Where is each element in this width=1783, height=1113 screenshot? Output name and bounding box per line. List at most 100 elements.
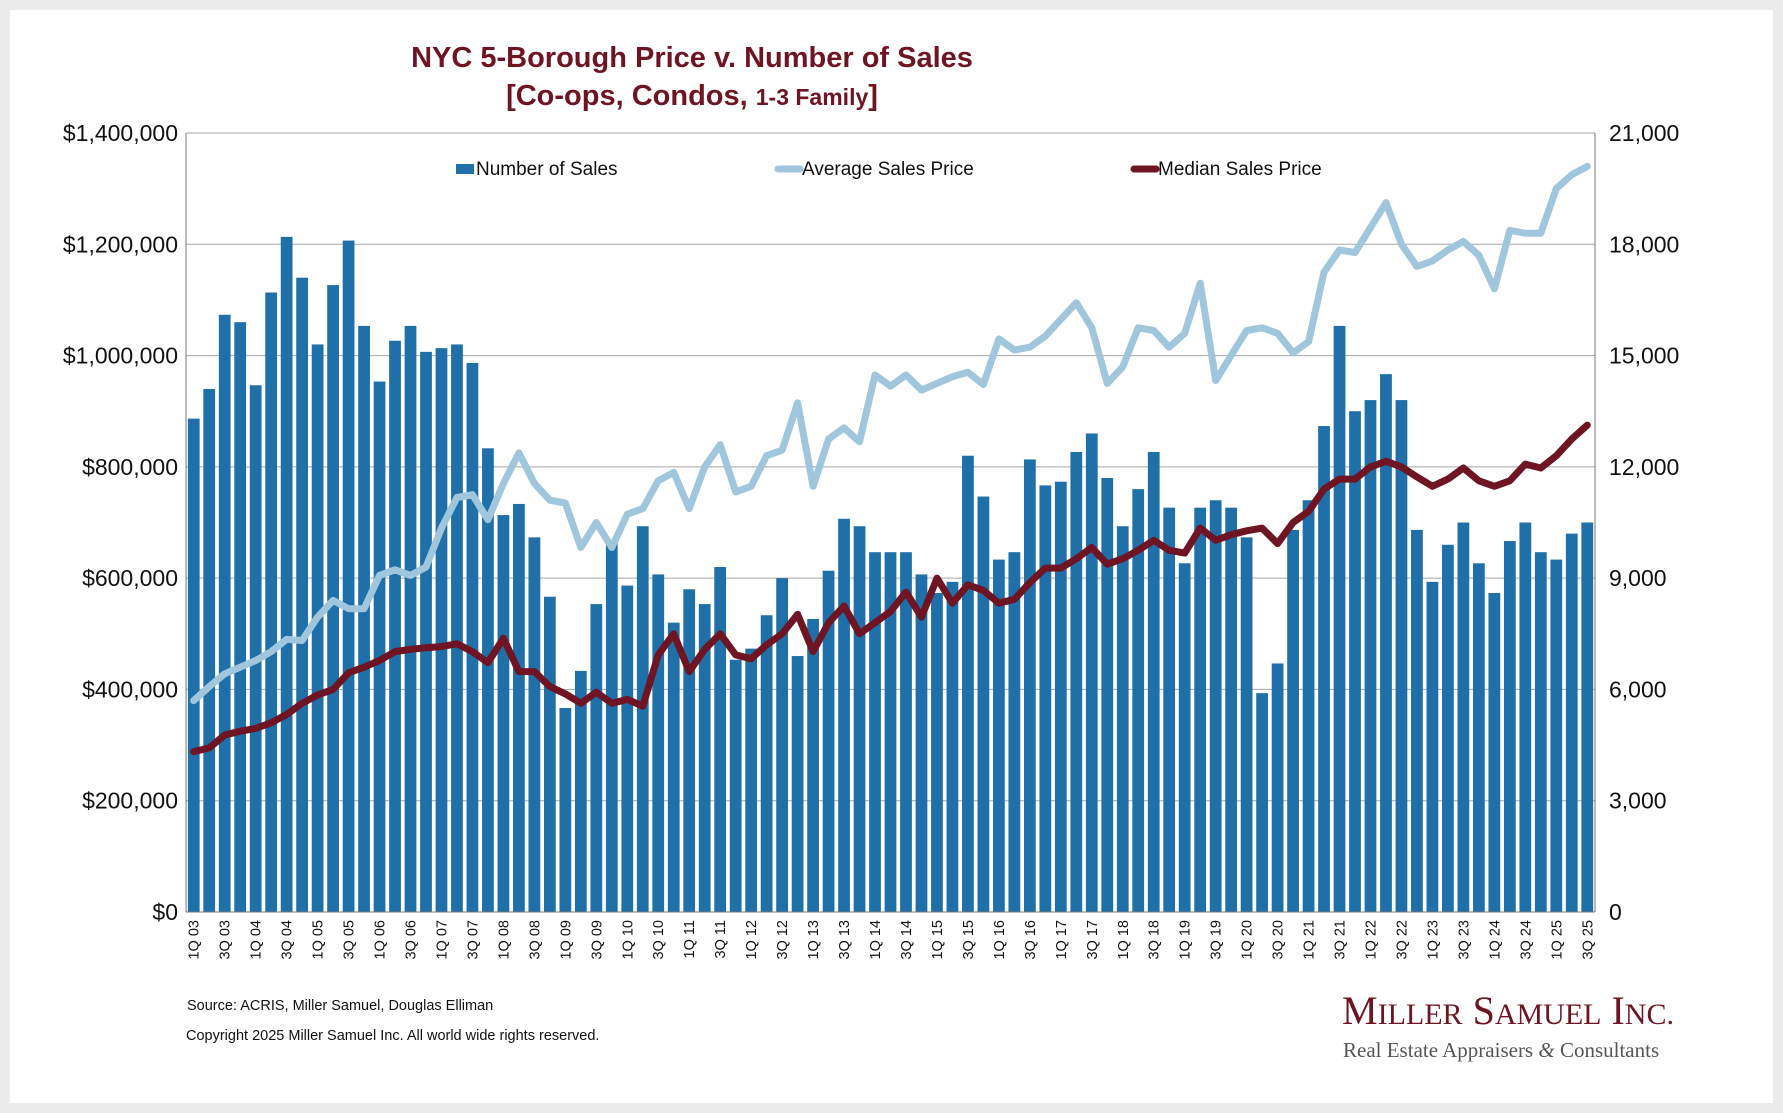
legend-label-average-sales-price: Average Sales Price (802, 159, 974, 180)
x-tick-label: 1Q 22 (1363, 920, 1379, 960)
x-tick-label: 3Q 25 (1580, 920, 1596, 960)
bar-2Q-24 (1503, 541, 1516, 912)
bar-2Q-06 (389, 340, 401, 912)
bar-2Q-18 (1132, 489, 1145, 912)
y-right-tick-label: 18,000 (1609, 231, 1679, 257)
bar-3Q-06 (404, 325, 417, 912)
bar-4Q-18 (1163, 507, 1176, 912)
y-right-tick-label: 12,000 (1609, 454, 1679, 480)
y-left-tick-label: $1,400,000 (63, 120, 178, 146)
bar-1Q-04 (249, 385, 262, 912)
x-tick-label: 1Q 04 (249, 920, 265, 960)
bar-2Q-03 (203, 388, 216, 912)
chart-subtitle-small: 1-3 Family (756, 84, 869, 110)
bar-2Q-13 (822, 570, 835, 912)
bar-1Q-24 (1488, 592, 1501, 912)
x-tick-label: 3Q 11 (713, 920, 729, 958)
bar-2Q-11 (698, 604, 711, 912)
bar-3Q-05 (342, 240, 355, 913)
x-tick-label: 1Q 24 (1487, 920, 1503, 960)
bar-3Q-15 (962, 455, 974, 912)
x-tick-label: 3Q 03 (218, 920, 234, 960)
x-tick-label: 3Q 06 (404, 920, 420, 960)
x-tick-label: 3Q 23 (1456, 920, 1472, 960)
source-note: Source: ACRIS, Miller Samuel, Douglas El… (187, 998, 493, 1014)
x-tick-label: 1Q 21 (1302, 920, 1318, 960)
logo-tagline: Real Estate Appraisers & Consultants (1343, 1038, 1659, 1062)
y-right-tick-label: 6,000 (1609, 676, 1667, 702)
x-tick-label: 3Q 17 (1085, 920, 1101, 960)
company-logo: MILLER SAMUEL INC. Real Estate Appraiser… (1342, 988, 1674, 1062)
bar-4Q-11 (729, 659, 742, 912)
bar-1Q-14 (869, 552, 881, 912)
bar-1Q-18 (1116, 526, 1129, 912)
chart-title: NYC 5-Borough Price v. Number of Sales (411, 42, 973, 74)
bar-2Q-08 (513, 503, 525, 912)
x-axis-ticks: 1Q 03 3Q 03 1Q 04 3Q 04 1Q 05 3Q 05 1Q 06 3Q 06… (187, 920, 1597, 960)
x-tick-label: 3Q 24 (1518, 920, 1534, 960)
legend-label-number-of-sales: Number of Sales (476, 159, 618, 180)
x-tick-label: 1Q 17 (1054, 920, 1070, 960)
y-right-tick-label: 0 (1609, 899, 1622, 925)
x-tick-label: 3Q 10 (651, 920, 667, 960)
bar-1Q-09 (559, 707, 572, 912)
x-tick-label: 1Q 11 (682, 920, 698, 958)
y-right-tick-label: 3,000 (1609, 788, 1667, 814)
x-tick-label: 3Q 15 (961, 920, 977, 960)
bar-4Q-24 (1534, 552, 1547, 912)
chart-subtitle-end: ] (868, 80, 878, 112)
bar-3Q-19 (1209, 500, 1222, 912)
bar-3Q-18 (1147, 452, 1160, 912)
bar-3Q-14 (900, 552, 912, 912)
bar-3Q-23 (1457, 522, 1470, 912)
x-tick-label: 1Q 07 (434, 920, 450, 960)
x-tick-label: 3Q 12 (775, 920, 791, 960)
y-left-tick-label: $0 (152, 899, 178, 925)
x-tick-label: 3Q 18 (1147, 920, 1163, 960)
bar-1Q-11 (683, 589, 696, 912)
y-left-tick-label: $400,000 (82, 676, 178, 702)
y-axis-right-ticks: 0 3,000 6,000 9,000 12,000 15,000 18,000 21,000 (1609, 120, 1679, 925)
bar-3Q-13 (838, 518, 850, 912)
x-tick-label: 1Q 20 (1240, 920, 1256, 960)
x-tick-label: 1Q 09 (558, 920, 574, 960)
y-left-tick-label: $1,200,000 (63, 231, 178, 257)
bar-2Q-14 (884, 552, 897, 912)
bar-1Q-20 (1240, 537, 1253, 912)
bar-2Q-04 (265, 292, 278, 912)
line-average-sales-price (190, 162, 1591, 705)
bar-2Q-17 (1070, 452, 1083, 912)
chart-subtitle: [Co-ops, Condos, 1-3 Family] (506, 80, 878, 112)
bar-1Q-16 (993, 559, 1005, 912)
bar-4Q-21 (1349, 411, 1361, 912)
x-tick-label: 1Q 03 (187, 920, 203, 960)
legend-swatch-number-of-sales (456, 164, 474, 174)
x-tick-label: 1Q 23 (1425, 920, 1441, 960)
bar-4Q-13 (853, 526, 866, 912)
chart-frame: NYC 5-Borough Price v. Number of Sales [… (10, 10, 1773, 1103)
x-tick-label: 3Q 08 (527, 920, 543, 960)
x-tick-label: 1Q 10 (620, 920, 636, 960)
bar-2Q-23 (1442, 544, 1454, 912)
bar-4Q-12 (791, 656, 804, 912)
y-left-tick-label: $600,000 (82, 565, 178, 591)
bar-2Q-07 (451, 344, 463, 912)
bar-3Q-21 (1333, 325, 1346, 912)
x-tick-label: 3Q 05 (342, 920, 358, 960)
bar-2Q-21 (1318, 426, 1330, 912)
bar-2Q-22 (1380, 374, 1392, 913)
chart-subtitle-main: [Co-ops, Condos, (506, 80, 756, 112)
x-tick-label: 1Q 18 (1116, 920, 1132, 960)
bar-3Q-25 (1581, 522, 1594, 912)
y-right-tick-label: 15,000 (1609, 343, 1679, 369)
bar-1Q-21 (1302, 500, 1315, 912)
x-tick-label: 3Q 19 (1209, 920, 1225, 960)
bar-3Q-17 (1085, 433, 1098, 912)
bar-1Q-15 (931, 592, 943, 912)
x-tick-label: 1Q 25 (1549, 920, 1565, 960)
bar-3Q-24 (1519, 522, 1532, 912)
bar-4Q-15 (977, 496, 990, 912)
bar-1Q-13 (807, 618, 819, 912)
x-tick-label: 1Q 12 (744, 920, 760, 960)
bar-1Q-03 (187, 418, 200, 912)
